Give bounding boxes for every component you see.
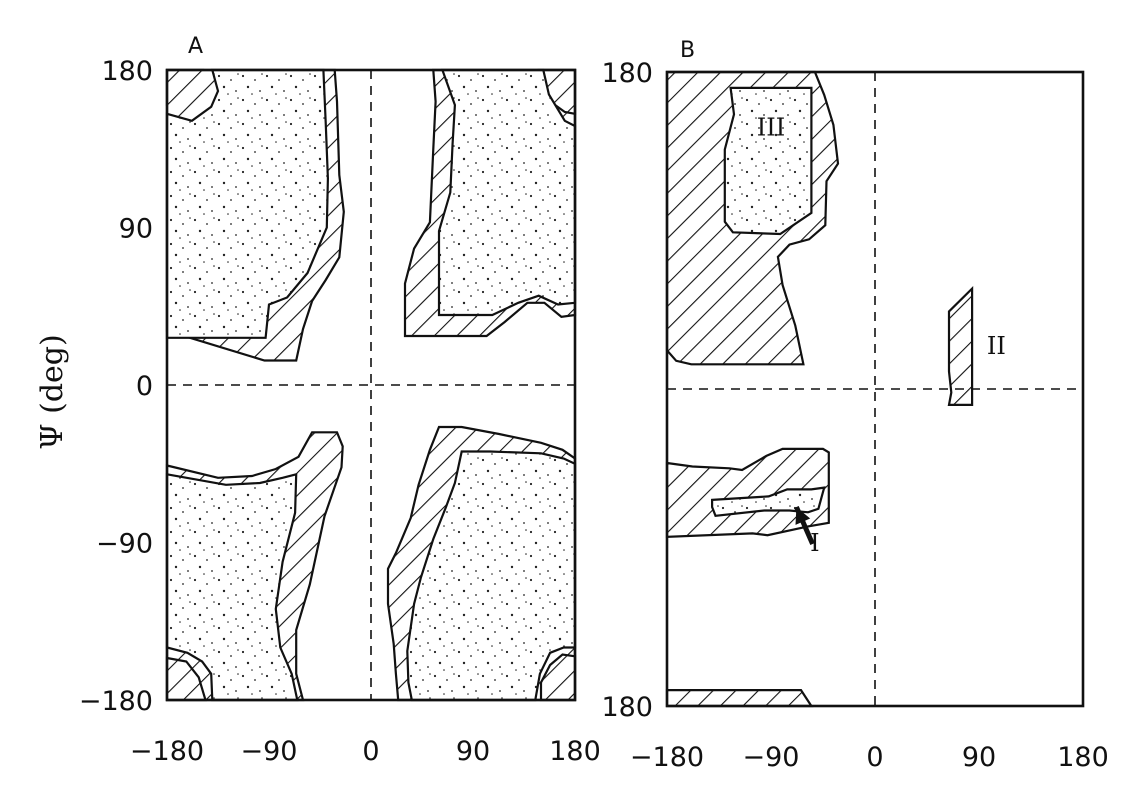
x-tick-labels: −180 −90 0 90 180: [630, 742, 1109, 773]
allowed-region-2: [947, 285, 974, 406]
y-tick-label: 180: [601, 692, 653, 723]
fully-allowed-region-3: [406, 450, 577, 702]
x-tick-label: 0: [866, 742, 883, 773]
x-tick-label: 180: [1057, 742, 1109, 773]
region-label-iii: III: [757, 113, 785, 141]
plot-frame-b: [665, 70, 1085, 708]
x-tick-label: 0: [362, 736, 379, 767]
y-tick-label: 90: [119, 214, 153, 245]
y-tick-label: −90: [96, 529, 153, 560]
fully-allowed-region-0: [723, 86, 813, 236]
x-tick-label: 180: [549, 736, 601, 767]
y-tick-labels: 180 180: [601, 58, 653, 723]
arrow-head: [795, 506, 811, 525]
x-tick-label: 90: [962, 742, 996, 773]
x-tick-labels: −180 −90 0 90 180: [130, 736, 601, 767]
panel-label-a: A: [188, 34, 203, 59]
allowed-region-3: [665, 688, 814, 708]
y-tick-label: 180: [101, 56, 153, 87]
y-tick-labels: 180 90 0 −90 −180: [79, 56, 153, 717]
region-label-i: I: [810, 529, 819, 557]
x-tick-label: 90: [456, 736, 490, 767]
x-tick-label: −90: [241, 736, 298, 767]
zero-lines: [167, 70, 575, 700]
x-tick-label: −180: [130, 736, 204, 767]
x-tick-label: −180: [630, 742, 704, 773]
panel-a: −180 −90 0 90 180 180 90 0 −90 −180 A: [79, 34, 601, 767]
x-tick-label: −90: [743, 742, 800, 773]
plot-frame-a: [165, 68, 577, 702]
y-axis-label: Ψ (deg): [35, 334, 70, 449]
fully-allowed-region-0: [165, 68, 330, 339]
arrows: [794, 505, 815, 545]
fully-allowed-region-2: [165, 472, 299, 702]
panel-label-b: B: [680, 38, 695, 63]
region-label-ii: II: [987, 332, 1006, 360]
fully-allowed-regions: [710, 86, 826, 517]
y-tick-label: 0: [136, 371, 153, 402]
fully-allowed-regions: [165, 68, 577, 702]
y-tick-label: −180: [79, 686, 153, 717]
y-tick-label: 180: [601, 58, 653, 89]
zero-lines: [667, 72, 1083, 706]
fully-allowed-region-1: [437, 68, 577, 317]
allowed-region-1: [665, 447, 830, 539]
